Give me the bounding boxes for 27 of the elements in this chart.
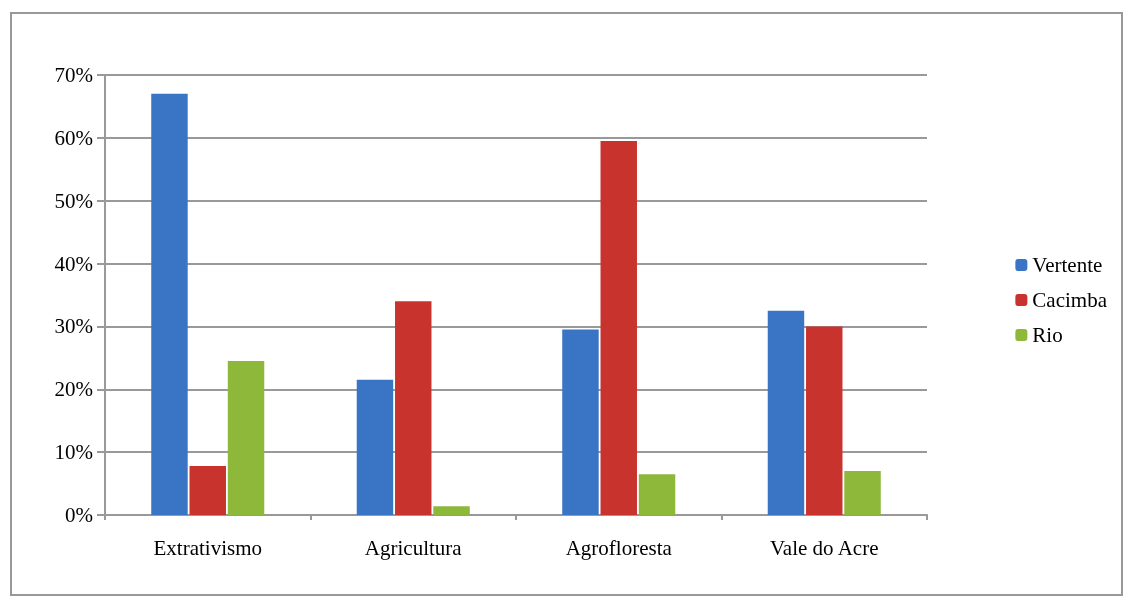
bar xyxy=(189,465,226,515)
y-tick-label: 20% xyxy=(54,377,93,402)
legend-label: Cacimba xyxy=(1032,288,1108,312)
y-tick-label: 50% xyxy=(54,188,93,213)
bar xyxy=(356,379,394,515)
legend-label: Vertente xyxy=(1032,253,1103,277)
bar xyxy=(600,141,637,515)
y-tick-label: 60% xyxy=(54,125,93,150)
y-tick-label: 10% xyxy=(54,440,93,465)
legend-label: Rio xyxy=(1032,323,1063,347)
y-tick-label: 30% xyxy=(54,314,93,339)
bar xyxy=(395,301,432,515)
bar xyxy=(806,326,843,515)
x-tick-label: Agricultura xyxy=(364,535,463,560)
bar xyxy=(562,329,599,515)
bar xyxy=(433,506,470,515)
bar xyxy=(227,361,265,515)
y-tick-label: 40% xyxy=(54,251,93,276)
y-tick-label: 0% xyxy=(65,503,93,527)
bar xyxy=(844,471,881,515)
y-tick-label: 70% xyxy=(54,63,93,87)
x-tick-label: Vale do Acre xyxy=(770,535,879,560)
x-tick-label: Extrativismo xyxy=(153,535,262,560)
x-tick-label: Agrofloresta xyxy=(565,535,673,560)
bar xyxy=(638,474,676,515)
bar xyxy=(151,93,188,515)
bar xyxy=(767,310,805,515)
